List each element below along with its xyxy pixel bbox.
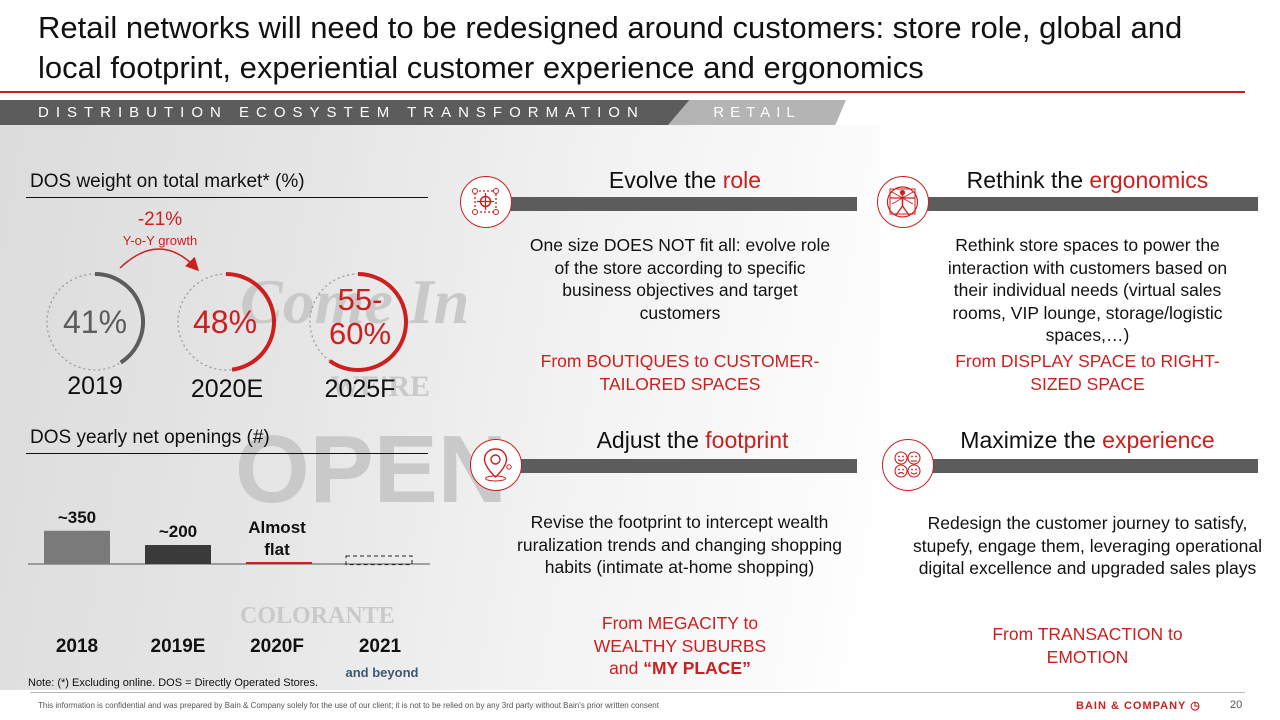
- signage-open: OPEN: [235, 416, 508, 523]
- brand-logo: BAIN & COMPANY ◷: [1076, 699, 1201, 712]
- emotion-faces-icon: [894, 451, 921, 478]
- role-body: One size DOES NOT fit all: evolve role o…: [529, 235, 831, 323]
- openings-bar-2020f: [246, 562, 312, 564]
- banner-tag-label: RETAIL: [668, 100, 846, 125]
- ergonomics-body: Rethink store spaces to power the intera…: [947, 235, 1228, 345]
- experience-title-prefix: Maximize the: [960, 427, 1103, 453]
- footprint-title-prefix: Adjust the: [596, 427, 706, 453]
- ergonomics-title-prefix: Rethink the: [966, 167, 1090, 193]
- footprint-from-line3-prefix: and: [609, 658, 644, 678]
- footprint-from-line3-bold: “MY PLACE”: [643, 658, 751, 678]
- bar-label-2019e: ~200: [158, 522, 198, 541]
- footprint-from-line3: and “MY PLACE”: [525, 657, 835, 680]
- ring-value-2025f: 55-60%: [328, 282, 392, 351]
- signage-colorante: COLORANTE: [240, 603, 395, 629]
- ergonomics-icon-badge: [877, 176, 929, 228]
- ergonomics-header-bar: [922, 197, 1258, 211]
- ring-value-2019: 41%: [62, 304, 128, 340]
- ergonomics-from: From DISPLAY SPACE to RIGHT-SIZED SPACE: [955, 351, 1220, 394]
- title-divider: [0, 91, 1245, 93]
- ring-arc-2025f: [328, 272, 408, 372]
- section-banner: DISTRIBUTION ECOSYSTEM TRANSFORMATION RE…: [0, 100, 846, 125]
- role-header-bar: [505, 197, 857, 211]
- footprint-from: From MEGACITY to WEALTHY SUBURBS and “MY…: [525, 612, 835, 680]
- experience-title: Maximize the experience: [935, 427, 1240, 454]
- openings-bar-2018: [44, 530, 110, 564]
- experience-body: Redesign the customer journey to satisfy…: [913, 513, 1262, 578]
- footprint-from-line2: WEALTHY SUBURBS: [593, 635, 767, 656]
- footprint-header-bar: [515, 459, 857, 473]
- bar-sub-2021: and beyond: [345, 665, 419, 680]
- ergonomics-title-accent: ergonomics: [1089, 167, 1209, 193]
- ring-value-2020e: 48%: [192, 304, 258, 340]
- bar-label-2020f: Almost flat: [248, 518, 306, 559]
- signage-come-in: Come In: [240, 266, 470, 337]
- openings-bar-2021: [345, 555, 413, 566]
- footer-disclaimer: This information is confidential and was…: [38, 701, 659, 710]
- role-title-accent: role: [722, 167, 762, 193]
- experience-header-bar: [927, 459, 1258, 473]
- openings-bar-2019e: [145, 545, 211, 564]
- growth-value: -21%: [137, 209, 183, 230]
- bar-label-2018: ~350: [57, 508, 97, 527]
- role-title: Evolve the role: [520, 167, 850, 194]
- background-storefront-photo: Come In WE'RE OPEN COLORANTE: [0, 125, 880, 690]
- brand-name: BAIN & COMPANY: [1076, 700, 1187, 712]
- vitruvian-man-icon: [886, 186, 919, 218]
- growth-label: Y-o-Y growth: [122, 233, 198, 248]
- footprint-from-line1: From MEGACITY to: [601, 613, 759, 633]
- ring-arc-2020e: [225, 272, 276, 372]
- map-pin-icon: [483, 448, 512, 482]
- experience-title-accent: experience: [1102, 427, 1215, 453]
- ring-year-2019: 2019: [67, 372, 123, 400]
- dos-weight-rule: [26, 197, 428, 198]
- banner-section-label: DISTRIBUTION ECOSYSTEM TRANSFORMATION: [0, 100, 690, 125]
- signage-were: WE'RE: [330, 370, 431, 403]
- page-number: 20: [1230, 699, 1243, 711]
- ergonomics-title: Rethink the ergonomics: [930, 167, 1245, 194]
- bar-year-2018: 2018: [55, 636, 99, 657]
- dos-openings-rule: [26, 453, 428, 454]
- bar-year-2019e: 2019E: [150, 636, 206, 657]
- brand-mark-icon: ◷: [1190, 700, 1201, 712]
- footer-divider: [30, 692, 1245, 693]
- ring-arc-2019: [94, 272, 145, 365]
- dos-weight-rings: [28, 248, 430, 566]
- role-icon-badge: [460, 176, 512, 228]
- experience-icon-badge: [882, 439, 934, 491]
- dos-openings-heading: DOS yearly net openings (#): [30, 427, 270, 448]
- target-crosshair-icon: [472, 188, 499, 215]
- role-title-prefix: Evolve the: [608, 167, 723, 193]
- footprint-title-accent: footprint: [705, 427, 789, 453]
- dos-weight-heading: DOS weight on total market* (%): [30, 171, 305, 192]
- footnote: Note: (*) Excluding online. DOS = Direct…: [28, 677, 319, 689]
- bar-year-2021: 2021: [358, 636, 402, 657]
- footprint-icon-badge: [470, 439, 522, 491]
- ring-year-2025f: 2025F: [324, 375, 396, 403]
- bar-year-2020f: 2020F: [250, 636, 304, 657]
- footprint-title: Adjust the footprint: [530, 427, 855, 454]
- footprint-body: Revise the footprint to intercept wealth…: [517, 512, 842, 577]
- experience-from: From TRANSACTION to EMOTION: [992, 624, 1183, 667]
- ring-year-2020e: 2020E: [190, 375, 264, 403]
- slide-title: Retail networks will need to be redesign…: [38, 10, 1183, 85]
- role-from: From BOUTIQUES to CUSTOMER-TAILORED SPAC…: [540, 351, 820, 394]
- growth-arrow: [119, 248, 200, 272]
